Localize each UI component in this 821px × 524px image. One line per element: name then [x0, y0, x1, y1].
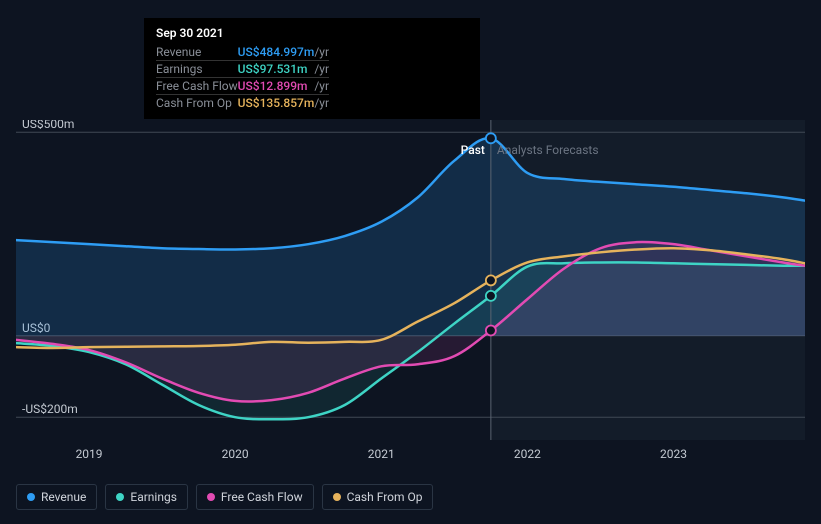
hover-marker [486, 291, 496, 301]
legend-dot-icon [116, 493, 124, 501]
tooltip-row-label: Free Cash Flow [156, 78, 238, 95]
tooltip-row-value: US$12.899m [238, 78, 315, 95]
tooltip-row-unit: /yr [314, 78, 329, 95]
tooltip-date: Sep 30 2021 [156, 26, 468, 40]
hover-marker [486, 275, 496, 285]
x-axis-label: 2022 [514, 447, 541, 461]
legend-item[interactable]: Revenue [16, 484, 97, 510]
tooltip-row-label: Revenue [156, 44, 238, 61]
legend-label: Revenue [41, 490, 86, 504]
legend-dot-icon [333, 493, 341, 501]
tooltip-row-label: Cash From Op [156, 95, 238, 112]
past-label: Past [461, 143, 485, 157]
x-axis-label: 2019 [76, 447, 103, 461]
tooltip-row: Cash From OpUS$135.857m/yr [156, 95, 329, 112]
y-axis-label: US$500m [22, 120, 74, 131]
legend-label: Free Cash Flow [221, 490, 303, 504]
x-axis-label: 2020 [222, 447, 249, 461]
tooltip-table: RevenueUS$484.997m/yrEarningsUS$97.531m/… [156, 44, 329, 111]
y-axis-label: -US$200m [22, 402, 78, 416]
tooltip-row-value: US$484.997m [238, 44, 315, 61]
financials-chart[interactable]: US$500mUS$0-US$200mPastAnalysts Forecast… [16, 120, 805, 470]
legend-label: Cash From Op [347, 490, 423, 504]
legend-dot-icon [207, 493, 215, 501]
legend-label: Earnings [130, 490, 177, 504]
legend-dot-icon [27, 493, 35, 501]
tooltip-row-label: Earnings [156, 61, 238, 78]
tooltip-row-value: US$135.857m [238, 95, 315, 112]
legend-item[interactable]: Free Cash Flow [196, 484, 314, 510]
x-axis-label: 2023 [660, 447, 687, 461]
tooltip-row: Free Cash FlowUS$12.899m/yr [156, 78, 329, 95]
chart-svg: US$500mUS$0-US$200mPastAnalysts Forecast… [16, 120, 805, 470]
hover-marker [486, 133, 496, 143]
tooltip-row-value: US$97.531m [238, 61, 315, 78]
tooltip-row-unit: /yr [314, 44, 329, 61]
tooltip-row: EarningsUS$97.531m/yr [156, 61, 329, 78]
legend: Revenue Earnings Free Cash Flow Cash From O… [16, 484, 433, 510]
forecast-label: Analysts Forecasts [497, 143, 599, 157]
legend-item[interactable]: Earnings [105, 484, 188, 510]
hover-tooltip: Sep 30 2021 RevenueUS$484.997m/yrEarning… [144, 18, 480, 119]
tooltip-row: RevenueUS$484.997m/yr [156, 44, 329, 61]
tooltip-row-unit: /yr [314, 61, 329, 78]
x-axis-label: 2021 [368, 447, 395, 461]
tooltip-row-unit: /yr [314, 95, 329, 112]
hover-marker [486, 325, 496, 335]
legend-item[interactable]: Cash From Op [322, 484, 434, 510]
